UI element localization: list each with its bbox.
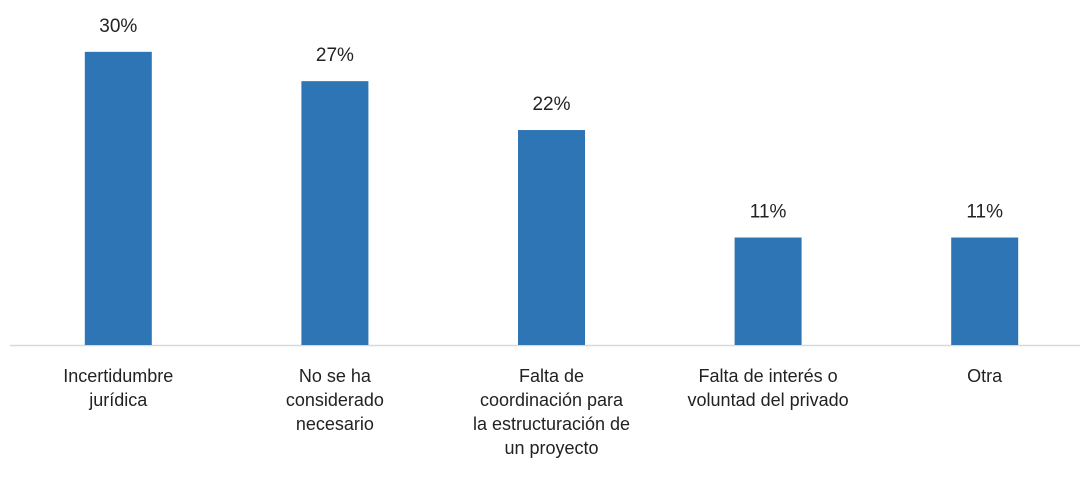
bar — [518, 130, 585, 345]
value-label: 30% — [99, 16, 137, 37]
x-tick-label: Falta de coordinación para la estructura… — [472, 366, 631, 458]
value-label: 11% — [750, 202, 787, 223]
bar — [734, 237, 802, 345]
x-tick-label: Falta de interés o voluntad del privado — [687, 366, 849, 410]
value-label: 27% — [316, 45, 354, 66]
bar — [84, 51, 152, 345]
value-label: 11% — [966, 202, 1003, 223]
x-tick-label: Incertidumbre jurídica — [63, 366, 174, 410]
x-tick-label: No se ha considerado necesario — [285, 366, 384, 434]
bar — [951, 237, 1019, 345]
x-tick-label: Otra — [967, 366, 1003, 386]
bar — [301, 81, 369, 346]
value-label: 22% — [532, 94, 570, 115]
